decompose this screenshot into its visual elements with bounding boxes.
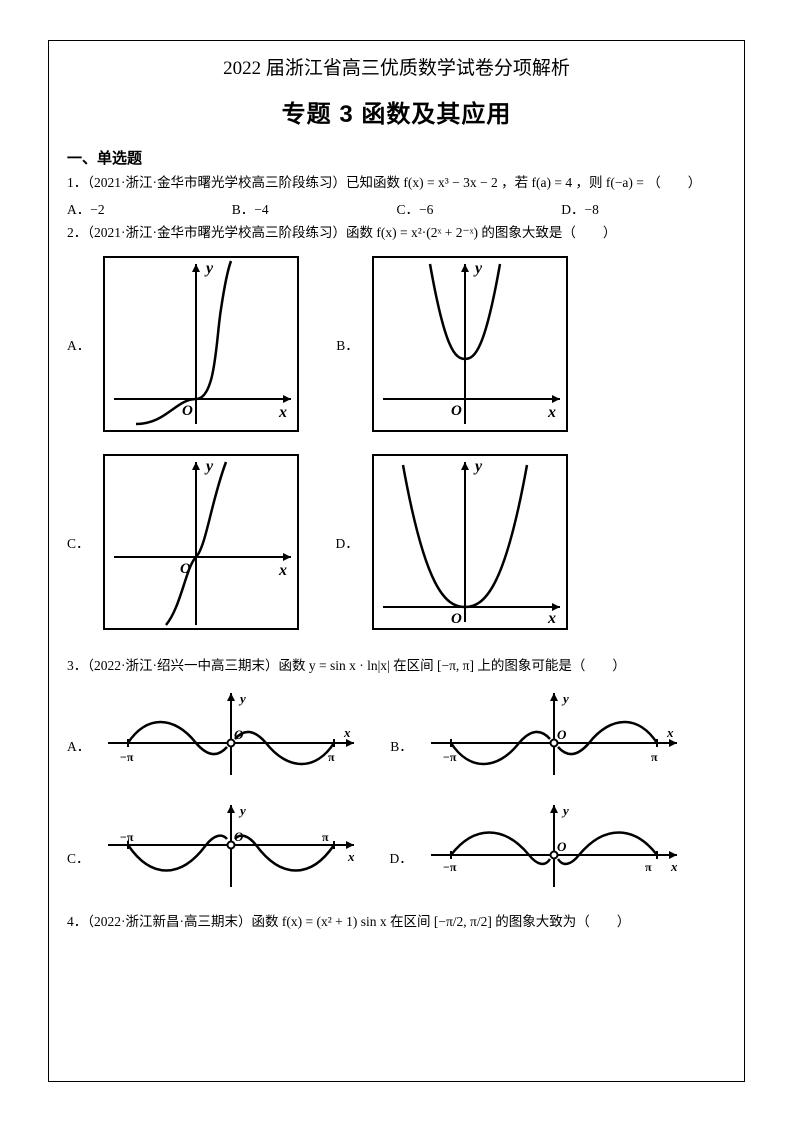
svg-text:−π: −π (443, 860, 457, 874)
q1-option-d: D．−8 (561, 198, 726, 218)
section-heading: 一、单选题 (67, 147, 726, 168)
question-3-row2: C． y x O −π π (67, 797, 726, 893)
q2-label-d: D． (336, 532, 359, 552)
svg-text:−π: −π (120, 750, 134, 764)
q2-label-b: B． (336, 334, 359, 354)
q3-chart-a: y x O −π π (96, 685, 366, 781)
svg-text:y: y (238, 803, 246, 818)
q3-graph-b: B． y x O −π π (390, 685, 689, 781)
svg-text:x: x (278, 404, 287, 421)
svg-text:y: y (473, 458, 483, 475)
q1-option-a: A．−2 (67, 198, 232, 218)
q2-graph-c: C． O x y (67, 447, 306, 637)
q3-chart-d: y x O −π π (419, 797, 689, 893)
q2-graph-a: A． O x y (67, 249, 306, 439)
q1-option-b: B．−4 (232, 198, 397, 218)
svg-text:y: y (561, 803, 569, 818)
q3-label-d: D． (390, 847, 413, 893)
svg-text:x: x (547, 404, 556, 421)
q2-graph-b: B． O x y (336, 249, 575, 439)
document-title: 2022 届浙江省高三优质数学试卷分项解析 (67, 53, 726, 80)
svg-text:y: y (204, 458, 214, 475)
svg-text:π: π (328, 750, 335, 764)
q2-chart-a: O x y (96, 249, 306, 439)
svg-text:y: y (204, 260, 214, 277)
svg-text:O: O (451, 611, 462, 627)
q3-graph-c: C． y x O −π π (67, 797, 366, 893)
svg-text:−π: −π (120, 830, 134, 844)
q3-label-a: A． (67, 735, 90, 781)
svg-text:y: y (561, 691, 569, 706)
question-3-row1: A． y x O −π π (67, 685, 726, 781)
svg-text:y: y (473, 260, 483, 277)
svg-text:x: x (666, 725, 674, 740)
svg-text:O: O (557, 727, 567, 742)
svg-text:π: π (645, 860, 652, 874)
q3-graph-d: D． y x O −π π (390, 797, 689, 893)
question-1-options: A．−2 B．−4 C．−6 D．−8 (67, 198, 726, 218)
svg-text:π: π (322, 830, 329, 844)
q3-label-b: B． (390, 735, 413, 781)
q2-chart-d: O x y (365, 447, 575, 637)
svg-text:O: O (182, 403, 193, 419)
svg-text:O: O (451, 403, 462, 419)
svg-text:y: y (238, 691, 246, 706)
svg-text:−π: −π (443, 750, 457, 764)
page: 2022 届浙江省高三优质数学试卷分项解析 专题 3 函数及其应用 一、单选题 … (0, 0, 793, 1122)
topic-title: 专题 3 函数及其应用 (67, 94, 726, 129)
question-2-graphs: A． O x y B． (67, 249, 726, 645)
question-4: 4．（2022·浙江新昌·高三期末）函数 f(x) = (x² + 1) sin… (67, 911, 726, 933)
question-3: 3．（2022·浙江·绍兴一中高三期末）函数 y = sin x · ln|x|… (67, 655, 726, 677)
svg-text:x: x (343, 725, 351, 740)
q3-chart-b: y x O −π π (419, 685, 689, 781)
q1-option-c: C．−6 (397, 198, 562, 218)
question-2: 2．（2021·浙江·金华市曙光学校高三阶段练习）函数 f(x) = x²·(2… (67, 222, 726, 244)
svg-text:π: π (651, 750, 658, 764)
q2-label-a: A． (67, 334, 90, 354)
q2-chart-b: O x y (365, 249, 575, 439)
question-1: 1．（2021·浙江·金华市曙光学校高三阶段练习）已知函数 f(x) = x³ … (67, 172, 726, 194)
q2-graph-d: D． O x y (336, 447, 575, 637)
svg-text:x: x (670, 859, 678, 874)
svg-text:x: x (347, 849, 355, 864)
q3-chart-c: y x O −π π (96, 797, 366, 893)
svg-text:x: x (278, 562, 287, 579)
q2-chart-c: O x y (96, 447, 306, 637)
q3-graph-a: A． y x O −π π (67, 685, 366, 781)
q3-label-c: C． (67, 847, 90, 893)
q2-label-c: C． (67, 532, 90, 552)
content-frame: 2022 届浙江省高三优质数学试卷分项解析 专题 3 函数及其应用 一、单选题 … (48, 40, 745, 1082)
svg-text:x: x (547, 610, 556, 627)
svg-text:O: O (557, 839, 567, 854)
